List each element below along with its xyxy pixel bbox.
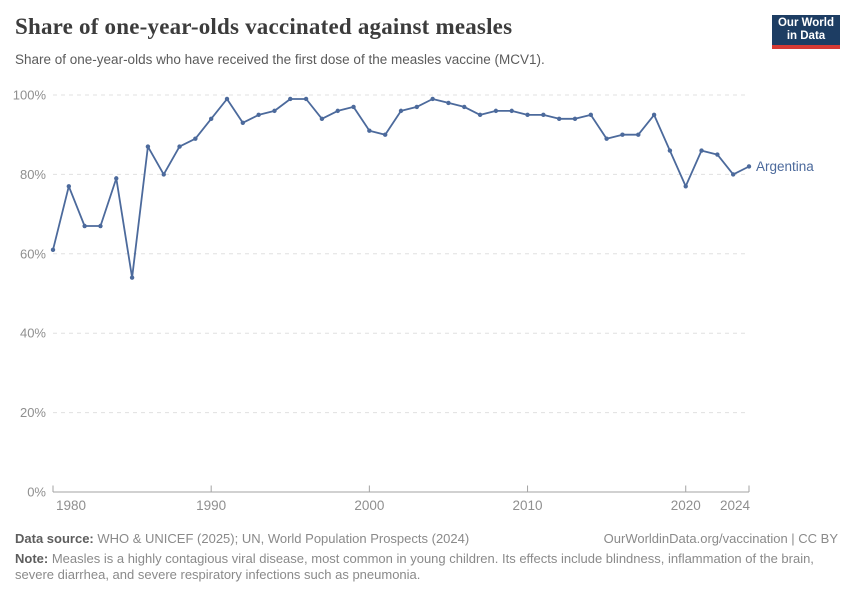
line-chart: 0% 20% 40% 60% 80% 100% 1980 1990 2000 2010 2020 20… — [0, 85, 850, 525]
data-point — [240, 120, 246, 125]
data-point — [288, 96, 293, 102]
data-point — [604, 136, 609, 141]
data-point — [272, 108, 277, 114]
owid-logo-line2: in Data — [786, 30, 826, 42]
data-point — [50, 247, 56, 253]
x-tick-label: 2010 — [513, 498, 543, 513]
x-tick-label: 2000 — [354, 498, 384, 513]
data-point — [161, 172, 166, 177]
page-title: Share of one-year-olds vaccinated agains… — [15, 14, 513, 39]
data-point — [556, 116, 562, 122]
data-point — [446, 100, 451, 106]
owid-logo-line1: Our World — [777, 17, 834, 29]
license-link[interactable]: OurWorldinData.org/vaccination | CC BY — [603, 531, 838, 546]
data-point — [620, 132, 625, 137]
series-end-label[interactable]: Argentina — [756, 159, 814, 174]
data-point — [746, 164, 752, 169]
data-point — [636, 132, 641, 137]
y-tick-label: 60% — [20, 246, 46, 261]
data-point — [477, 112, 483, 118]
data-point — [493, 108, 499, 114]
data-point — [114, 176, 119, 181]
data-point — [382, 132, 388, 137]
x-tick-label: 2024 — [720, 498, 751, 513]
data-point — [224, 96, 230, 102]
data-point — [129, 275, 135, 280]
x-tick-label: 2020 — [671, 498, 701, 513]
chart-subtitle: Share of one-year-olds who have received… — [15, 52, 545, 67]
data-point — [525, 112, 530, 118]
data-point — [699, 148, 704, 153]
data-point — [367, 128, 372, 133]
data-point — [541, 112, 546, 118]
data-point — [82, 223, 87, 229]
data-source-label: Data source: — [15, 531, 94, 546]
data-point — [177, 144, 182, 149]
x-tick-label: 1980 — [56, 498, 86, 513]
data-point — [319, 116, 325, 122]
data-point — [193, 136, 198, 141]
data-point — [414, 104, 420, 110]
data-point — [667, 148, 673, 153]
data-point — [398, 108, 404, 114]
data-point — [430, 96, 435, 102]
x-tick-label: 1990 — [196, 498, 226, 513]
data-point — [683, 184, 688, 189]
series-line — [52, 98, 750, 279]
data-point — [651, 112, 657, 118]
footer: Data source: WHO & UNICEF (2025); UN, Wo… — [15, 531, 838, 583]
y-tick-label: 100% — [13, 88, 47, 103]
note-text: Note: Measles is a highly contagious vir… — [15, 551, 814, 582]
data-point — [66, 184, 72, 189]
data-point — [462, 104, 467, 110]
data-point — [208, 116, 214, 122]
note-label: Note: — [15, 551, 49, 566]
line-chart-svg: 0% 20% 40% 60% 80% 100% 1980 1990 2000 2010 2020 20… — [13, 88, 815, 514]
y-tick-label: 20% — [20, 405, 46, 420]
data-point — [588, 112, 594, 118]
data-source-text: Data source: WHO & UNICEF (2025); UN, Wo… — [15, 531, 470, 546]
data-point — [335, 108, 340, 114]
data-point — [572, 116, 578, 122]
data-point — [715, 152, 720, 157]
y-tick-label: 80% — [20, 167, 46, 182]
data-point — [98, 223, 103, 229]
data-point — [303, 96, 309, 102]
data-point — [509, 108, 514, 114]
y-tick-label: 40% — [20, 326, 46, 341]
data-point — [256, 112, 261, 118]
y-tick-label: 0% — [27, 485, 46, 500]
data-point — [351, 104, 356, 110]
data-point — [730, 172, 736, 177]
owid-logo[interactable]: Our World in Data — [772, 15, 840, 49]
data-point — [145, 144, 151, 149]
